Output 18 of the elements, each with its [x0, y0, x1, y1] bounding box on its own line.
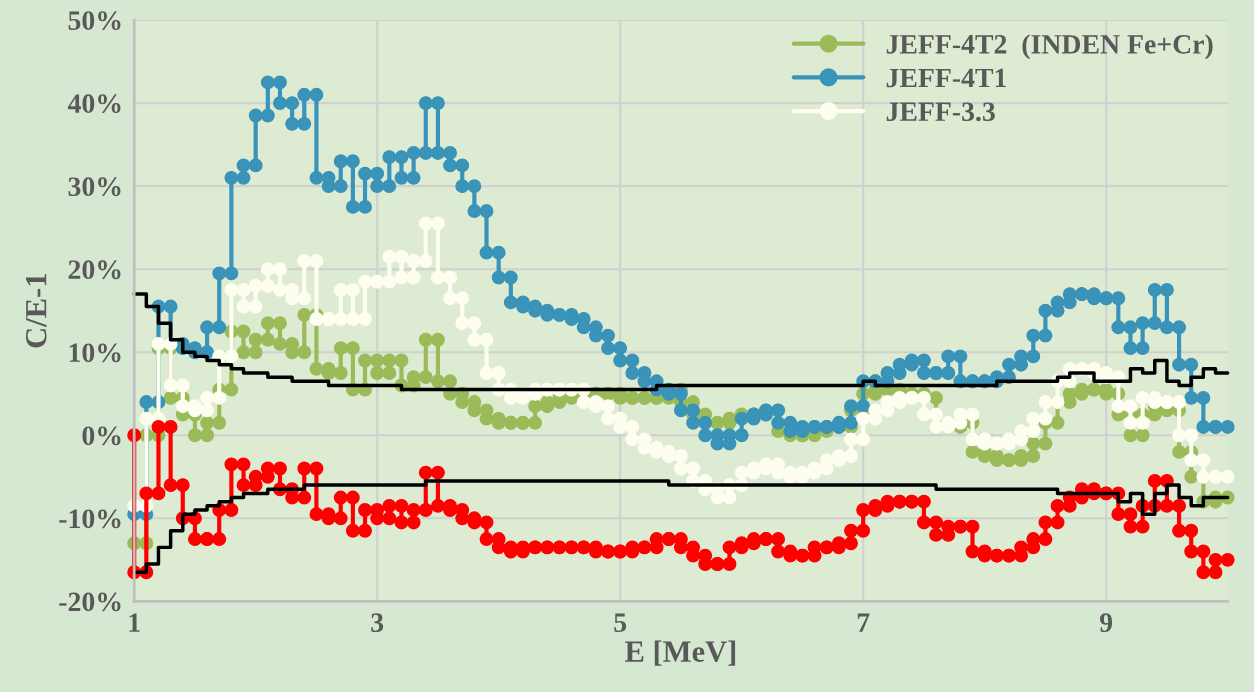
legend-label: JEFF-4T2 (INDEN Fe+Cr): [886, 34, 1213, 60]
y-axis-title: C/E-1: [25, 274, 47, 348]
x-tick-label: 9: [1099, 613, 1113, 633]
y-tick-label: 0%: [82, 426, 121, 446]
x-tick-label: 1: [129, 613, 140, 632]
x-tick-label: 5: [614, 613, 627, 633]
x-axis-title: E [MeV]: [625, 640, 736, 666]
legend-label: JEFF-3.3: [886, 102, 995, 122]
y-tick-label: -10%: [59, 509, 121, 529]
x-tick-label: 3: [371, 613, 384, 633]
x-tick-label: 7: [857, 613, 870, 632]
y-tick-label: 50%: [68, 11, 121, 31]
legend-label: JEFF-4T1: [886, 68, 1006, 88]
y-tick-label: 20%: [68, 260, 121, 280]
y-tick-label: 30%: [68, 177, 121, 197]
y-tick-label: -20%: [59, 592, 121, 612]
y-tick-label: 10%: [69, 343, 121, 363]
y-tick-label: 40%: [67, 94, 121, 114]
